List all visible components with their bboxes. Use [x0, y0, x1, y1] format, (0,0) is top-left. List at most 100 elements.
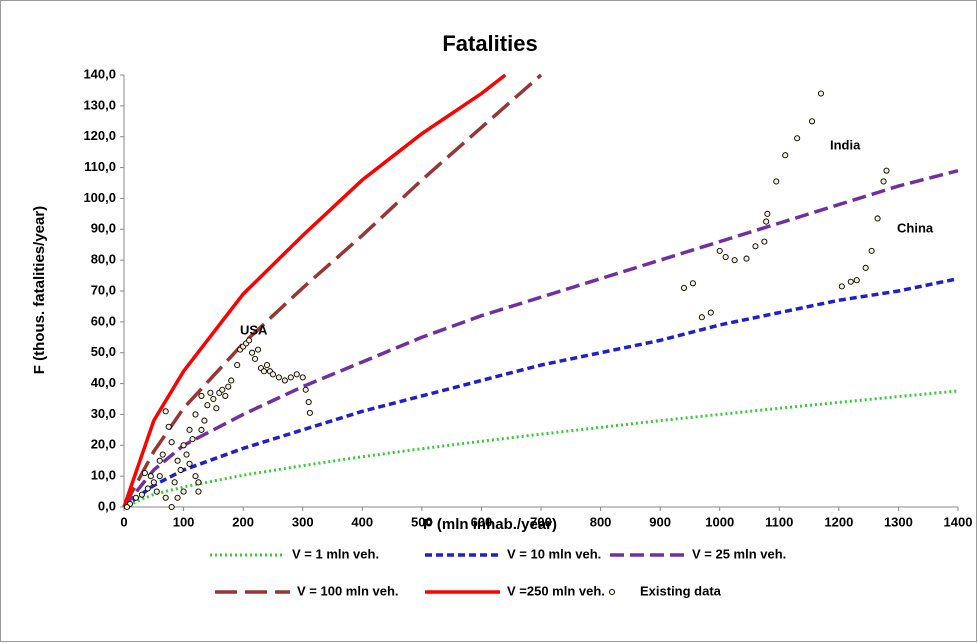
x-tick-label: 400 [351, 514, 373, 529]
x-tick-label: 800 [590, 514, 612, 529]
data-point [689, 280, 696, 287]
data-point [716, 247, 723, 254]
data-point [165, 423, 172, 430]
data-point [293, 371, 300, 378]
data-point [817, 90, 825, 97]
y-tick-label: 140,0 [83, 66, 116, 81]
data-point [847, 278, 854, 285]
data-point [195, 479, 202, 486]
legend-label: V = 25 mln veh. [692, 546, 786, 561]
y-tick-label: 80,0 [91, 252, 116, 267]
series-line [122, 276, 959, 509]
data-point [195, 488, 202, 495]
y-tick-label: 60,0 [91, 313, 116, 328]
data-point [743, 255, 750, 262]
data-point [156, 457, 163, 464]
data-point [123, 503, 131, 511]
x-tick-label: 900 [649, 514, 671, 529]
legend-swatch [608, 588, 616, 596]
series-line [122, 168, 959, 509]
y-tick-label: 10,0 [91, 468, 116, 483]
data-point [174, 457, 181, 464]
data-point [168, 503, 175, 511]
data-point [707, 309, 714, 316]
y-tick-label: 70,0 [91, 282, 116, 297]
data-point [153, 488, 160, 495]
legend-label: Existing data [640, 583, 722, 598]
data-point [138, 491, 145, 498]
data-point [302, 386, 309, 393]
y-tick-label: 130,0 [83, 97, 116, 112]
data-point [204, 402, 211, 409]
annotation: USA [240, 323, 268, 338]
data-point [198, 392, 205, 399]
data-point [752, 243, 759, 250]
y-tick-label: 90,0 [91, 221, 116, 236]
data-point [207, 389, 214, 396]
series-line [122, 73, 543, 508]
x-tick-label: 500 [411, 514, 433, 529]
y-tick-label: 40,0 [91, 375, 116, 390]
data-point [773, 178, 780, 185]
data-point [162, 408, 169, 415]
y-tick-label: 110,0 [84, 159, 116, 174]
data-point [183, 451, 190, 458]
x-tick-label: 1200 [824, 514, 853, 529]
data-point [281, 377, 288, 384]
data-point [761, 238, 768, 245]
data-point [186, 460, 193, 467]
data-point [150, 479, 157, 486]
data-point [809, 118, 816, 125]
data-point [722, 254, 729, 261]
data-point [260, 368, 268, 375]
x-tick-label: 1300 [884, 514, 913, 529]
x-tick-label: 600 [471, 514, 493, 529]
data-point [213, 405, 220, 412]
data-point [838, 283, 845, 290]
data-point [234, 362, 241, 369]
x-tick-label: 100 [173, 514, 195, 529]
x-tick-label: 700 [530, 514, 552, 529]
data-point [210, 395, 217, 403]
legend-label: V = 1 mln veh. [292, 546, 379, 561]
legend-label: V = 100 mln veh. [297, 583, 399, 598]
data-point [186, 426, 193, 433]
data-point [275, 374, 282, 381]
data-point [782, 152, 789, 159]
data-point [174, 494, 181, 501]
y-axis-title: F (thous. fatalities/year) [31, 206, 48, 374]
data-point [254, 346, 262, 353]
x-tick-label: 1400 [944, 514, 973, 529]
data-point [201, 417, 208, 424]
data-point [764, 210, 771, 217]
y-tick-label: 50,0 [91, 344, 116, 359]
data-point [287, 374, 294, 381]
data-point [698, 314, 705, 321]
data-point [306, 409, 313, 416]
data-point [198, 426, 205, 433]
data-point [305, 399, 312, 406]
data-point [680, 284, 688, 291]
x-axis-title: P (mln inhab./year) [423, 516, 557, 533]
data-point [180, 488, 187, 495]
annotation: India [830, 137, 861, 152]
data-point [249, 349, 256, 356]
y-tick-label: 100,0 [83, 190, 116, 205]
data-point [162, 494, 169, 501]
data-point [159, 451, 166, 458]
data-point [225, 383, 232, 390]
data-point [731, 257, 738, 264]
x-tick-label: 0 [120, 514, 127, 529]
data-point [222, 392, 229, 399]
data-point [868, 247, 875, 254]
data-point [794, 135, 801, 142]
data-point [874, 215, 881, 222]
legend-label: V = 10 mln veh. [507, 546, 601, 561]
x-tick-label: 1000 [705, 514, 734, 529]
x-tick-label: 300 [292, 514, 314, 529]
annotation: China [897, 221, 934, 236]
y-tick-label: 0,0 [98, 498, 116, 513]
